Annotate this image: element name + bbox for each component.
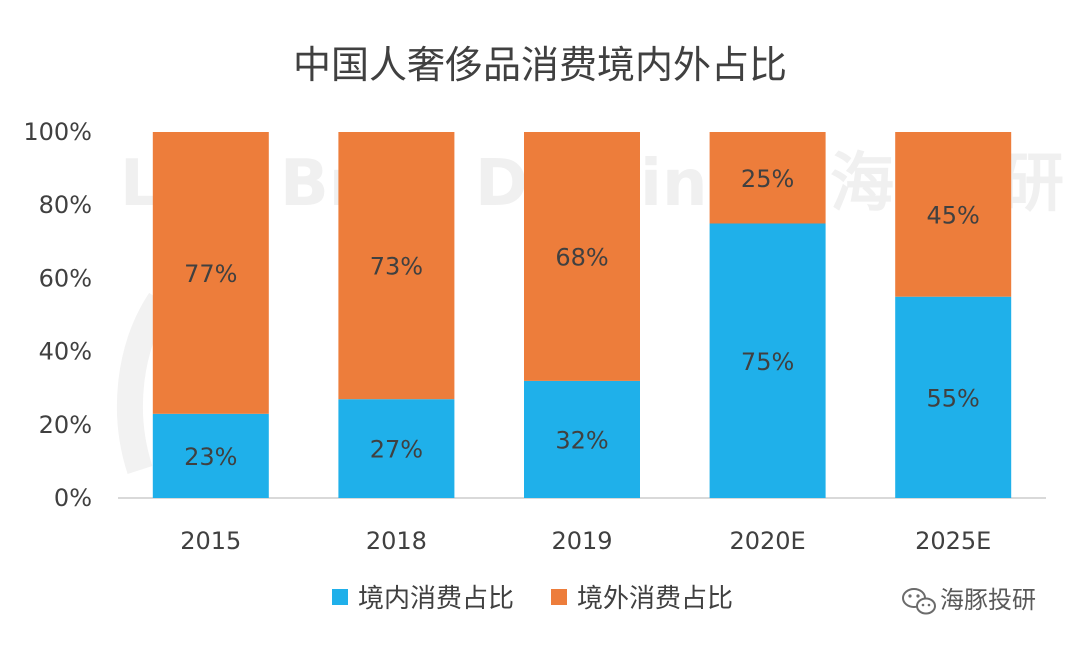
x-tick-label: 2020E [729, 527, 805, 555]
x-axis: 2015 2018 2019 2020E 2025E [180, 527, 991, 555]
y-tick-label: 60% [39, 264, 92, 292]
bar-inner-2019 [524, 380, 640, 498]
x-tick-label: 2019 [551, 527, 612, 555]
data-label-outer-2018: 73% [370, 253, 423, 281]
bar-outer-2015 [152, 132, 269, 414]
bars: 23% 77% 27% 73% 32% 68% 75% 25% 55% 45% [152, 132, 1012, 498]
y-tick-label: 40% [39, 338, 92, 366]
wechat-icon [902, 588, 936, 615]
legend: 境内消费占比 境外消费占比 [332, 584, 733, 614]
data-label-outer-2015: 77% [184, 260, 237, 288]
data-label-outer-2020E: 25% [741, 165, 794, 193]
source-watermark: 海豚投研 [902, 586, 1036, 615]
watermark-text: 海豚投研 [940, 586, 1036, 614]
bar-inner-2025E [895, 296, 1012, 498]
legend-swatch-outer [551, 589, 567, 605]
data-label-inner-2018: 27% [370, 436, 423, 464]
bar-outer-2019 [524, 132, 640, 381]
data-label-inner-2020E: 75% [741, 348, 794, 376]
y-tick-label: 100% [23, 118, 92, 146]
svg-text:海: 海 [830, 147, 894, 221]
legend-swatch-inner [332, 589, 348, 605]
bar-inner-2018 [338, 399, 455, 498]
bar-inner-2020E [709, 223, 826, 498]
data-label-outer-2025E: 45% [927, 201, 980, 229]
y-tick-label: 20% [39, 411, 92, 439]
y-tick-label: 80% [39, 191, 92, 219]
y-axis: 0% 20% 40% 60% 80% 100% [23, 118, 92, 512]
data-label-inner-2015: 23% [184, 443, 237, 471]
x-tick-label: 2015 [180, 527, 241, 555]
data-label-outer-2019: 68% [555, 243, 608, 271]
svg-text:in: in [640, 147, 708, 221]
bar-outer-2025E [895, 132, 1012, 297]
chart-title: 中国人奢侈品消费境内外占比 [293, 43, 787, 87]
legend-label-outer: 境外消费占比 [577, 584, 733, 614]
svg-text:D: D [475, 147, 528, 221]
bar-inner-2015 [152, 413, 269, 498]
y-tick-label: 0% [54, 484, 92, 512]
data-label-inner-2025E: 55% [927, 384, 980, 412]
legend-label-inner: 境内消费占比 [358, 584, 514, 614]
x-tick-label: 2018 [366, 527, 427, 555]
bar-outer-2020E [709, 132, 826, 224]
data-label-inner-2019: 32% [555, 426, 608, 454]
bar-outer-2018 [338, 132, 455, 400]
x-tick-label: 2025E [915, 527, 991, 555]
